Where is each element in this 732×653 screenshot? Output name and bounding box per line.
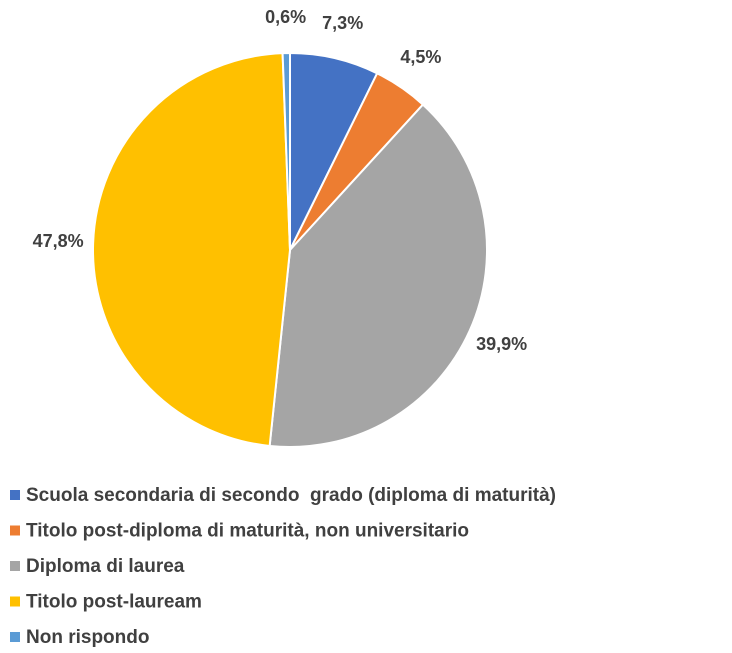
data-label: 4,5% [400, 47, 441, 67]
legend-label: Diploma di laurea [26, 556, 185, 577]
data-label: 7,3% [322, 13, 363, 33]
legend-swatch [10, 596, 20, 607]
legend-swatch [10, 525, 20, 536]
legend-label: Titolo post-diploma di maturità, non uni… [26, 521, 469, 542]
pie-slice [92, 52, 292, 448]
legend-label: Titolo post-lauream [26, 592, 202, 613]
pie-slice [281, 51, 291, 251]
legend-swatch [10, 490, 20, 500]
data-label: 47,8% [33, 231, 84, 251]
data-label: 0,6% [265, 7, 306, 27]
legend-label: Non rispondo [26, 627, 149, 648]
legend-swatch [10, 561, 20, 571]
pie-slice [268, 103, 488, 448]
legend-label: Scuola secondaria di secondo grado (dipl… [26, 485, 556, 506]
legend-swatch [10, 632, 20, 642]
data-label: 39,9% [476, 334, 527, 354]
